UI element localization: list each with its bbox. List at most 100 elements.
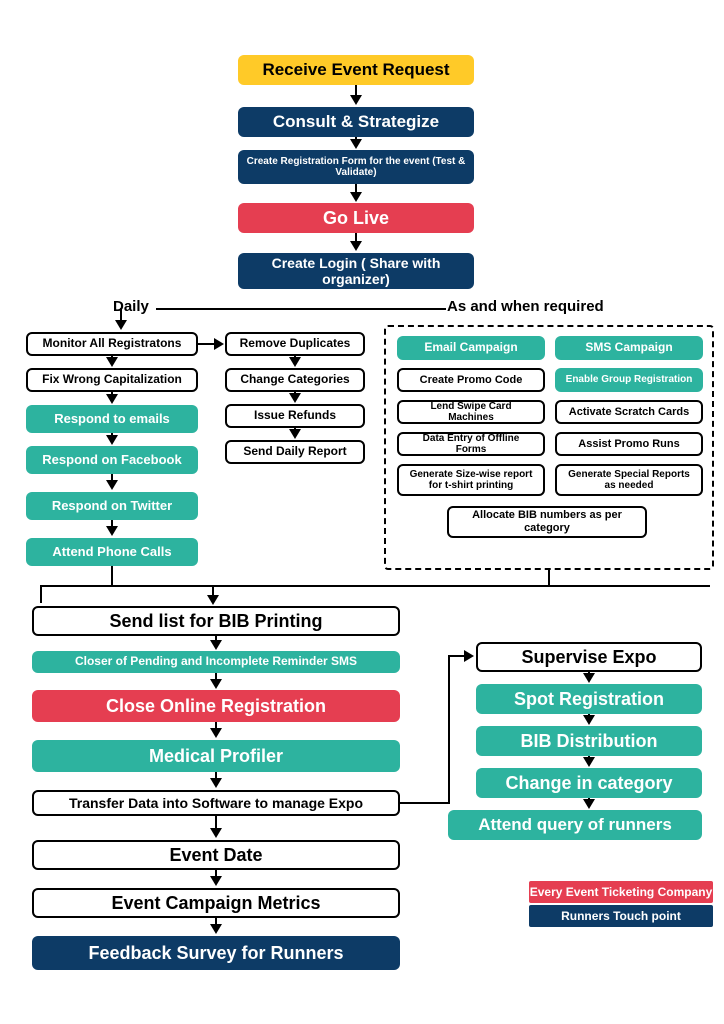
label: Send Daily Report (243, 445, 346, 459)
node-send-bib-list: Send list for BIB Printing (32, 606, 400, 636)
label: Event Campaign Metrics (111, 893, 320, 914)
node-send-daily-report: Send Daily Report (225, 440, 365, 464)
node-allocate-bib: Allocate BIB numbers as per category (447, 506, 647, 538)
node-fix-capitalization: Fix Wrong Capitalization (26, 368, 198, 392)
arrow-icon (210, 640, 222, 650)
connector (40, 585, 42, 603)
node-bib-distribution: BIB Distribution (476, 726, 702, 756)
node-go-live: Go Live (238, 203, 474, 233)
label: Runners Touch point (561, 909, 681, 923)
arrow-icon (106, 357, 118, 367)
label: Close Online Registration (106, 696, 326, 717)
legend-touchpoint: Runners Touch point (529, 905, 713, 927)
arrow-icon (214, 338, 224, 350)
label: Attend Phone Calls (52, 545, 171, 560)
arrow-icon (106, 435, 118, 445)
connector (156, 308, 446, 310)
node-email-campaign: Email Campaign (397, 336, 545, 360)
label: Go Live (323, 208, 389, 229)
label: Data Entry of Offline Forms (407, 433, 535, 456)
node-change-category: Change in category (476, 768, 702, 798)
connector (400, 802, 450, 804)
label: Issue Refunds (254, 409, 336, 423)
label: Monitor All Registratons (43, 337, 182, 351)
node-activate-scratch: Activate Scratch Cards (555, 400, 703, 424)
node-feedback-survey: Feedback Survey for Runners (32, 936, 400, 970)
arrow-icon (210, 828, 222, 838)
label: Respond to emails (54, 412, 170, 427)
connector (708, 585, 710, 587)
label: SMS Campaign (585, 341, 672, 355)
node-transfer-data-expo: Transfer Data into Software to manage Ex… (32, 790, 400, 816)
label: Closer of Pending and Incomplete Reminde… (75, 655, 357, 669)
label: Generate Size-wise report for t-shirt pr… (407, 469, 535, 492)
node-sms-campaign: SMS Campaign (555, 336, 703, 360)
label: Medical Profiler (149, 746, 283, 767)
node-create-registration-form: Create Registration Form for the event (… (238, 150, 474, 184)
node-remove-duplicates: Remove Duplicates (225, 332, 365, 356)
node-create-login: Create Login ( Share with organizer) (238, 253, 474, 289)
node-lend-swipe: Lend Swipe Card Machines (397, 400, 545, 424)
label: Remove Duplicates (240, 337, 351, 351)
node-respond-twitter: Respond on Twitter (26, 492, 198, 520)
label: Respond on Twitter (52, 499, 172, 514)
node-enable-group-reg: Enable Group Registration (555, 368, 703, 392)
label: Lend Swipe Card Machines (407, 401, 535, 424)
label: Event Date (169, 845, 262, 866)
label: Every Event Ticketing Company (530, 885, 713, 899)
arrow-icon (106, 480, 118, 490)
label: Send list for BIB Printing (109, 611, 322, 632)
arrow-icon (106, 394, 118, 404)
arrow-icon (210, 679, 222, 689)
node-create-promo: Create Promo Code (397, 368, 545, 392)
node-size-report: Generate Size-wise report for t-shirt pr… (397, 464, 545, 496)
label: Change Categories (240, 373, 349, 387)
label: Create Promo Code (420, 374, 523, 387)
label: Attend query of runners (478, 815, 672, 835)
arrow-icon (289, 393, 301, 403)
node-spot-registration: Spot Registration (476, 684, 702, 714)
arrow-icon (210, 728, 222, 738)
label: Supervise Expo (521, 647, 656, 668)
node-monitor-registrations: Monitor All Registratons (26, 332, 198, 356)
node-respond-facebook: Respond on Facebook (26, 446, 198, 474)
legend-ticketing: Every Event Ticketing Company (529, 881, 713, 903)
label: Generate Special Reports as needed (565, 469, 693, 492)
label: Transfer Data into Software to manage Ex… (69, 795, 363, 811)
label: Feedback Survey for Runners (88, 943, 343, 964)
connector (448, 655, 450, 804)
node-change-categories: Change Categories (225, 368, 365, 392)
node-issue-refunds: Issue Refunds (225, 404, 365, 428)
arrow-icon (289, 357, 301, 367)
arrow-icon (583, 757, 595, 767)
arrow-icon (350, 95, 362, 105)
node-event-date: Event Date (32, 840, 400, 870)
node-consult-strategize: Consult & Strategize (238, 107, 474, 137)
label: Consult & Strategize (273, 112, 439, 132)
label: Fix Wrong Capitalization (42, 373, 182, 387)
arrow-icon (583, 673, 595, 683)
node-attend-query-runners: Attend query of runners (448, 810, 702, 840)
node-data-entry-offline: Data Entry of Offline Forms (397, 432, 545, 456)
label: Receive Event Request (262, 60, 449, 80)
arrow-icon (350, 241, 362, 251)
label: Allocate BIB numbers as per category (457, 509, 637, 534)
label: Create Registration Form for the event (… (246, 156, 466, 179)
label: Change in category (505, 773, 672, 794)
connector (548, 570, 550, 586)
arrow-icon (350, 192, 362, 202)
arrow-icon (350, 139, 362, 149)
arrow-icon (210, 778, 222, 788)
node-assist-promo: Assist Promo Runs (555, 432, 703, 456)
arrow-icon (115, 320, 127, 330)
arrow-icon (210, 876, 222, 886)
label: Assist Promo Runs (578, 438, 679, 451)
node-special-reports: Generate Special Reports as needed (555, 464, 703, 496)
label: Spot Registration (514, 689, 664, 710)
arrow-icon (583, 715, 595, 725)
node-event-metrics: Event Campaign Metrics (32, 888, 400, 918)
arrow-icon (464, 650, 474, 662)
arrow-icon (289, 429, 301, 439)
connector (40, 585, 710, 587)
label: BIB Distribution (521, 731, 658, 752)
